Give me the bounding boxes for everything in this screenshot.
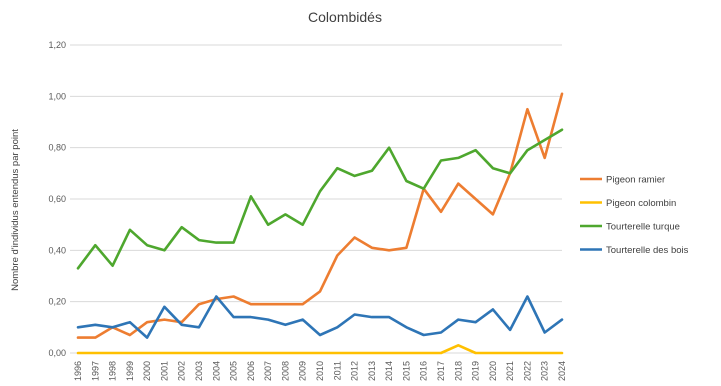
x-tick-label: 2016 xyxy=(419,361,429,381)
x-tick-label: 2010 xyxy=(315,361,325,381)
x-tick-label: 1998 xyxy=(108,361,118,381)
x-tick-label: 2021 xyxy=(505,361,515,381)
x-tick-label: 1999 xyxy=(125,361,135,381)
legend-label: Tourterelle des bois xyxy=(606,245,689,256)
y-tick-label: 0,60 xyxy=(48,194,66,204)
x-tick-label: 2003 xyxy=(194,361,204,381)
x-tick-label: 2006 xyxy=(246,361,256,381)
legend-label: Pigeon colombin xyxy=(606,198,676,209)
x-tick-label: 1996 xyxy=(73,361,83,381)
series-line xyxy=(76,343,564,355)
x-tick-label: 2013 xyxy=(367,361,377,381)
y-tick-label: 0,40 xyxy=(48,245,66,255)
x-tick-label: 2022 xyxy=(522,361,532,381)
x-tick-label: 2009 xyxy=(298,361,308,381)
y-tick-label: 1,20 xyxy=(48,40,66,50)
x-tick-label: 2008 xyxy=(280,361,290,381)
x-tick-label: 1997 xyxy=(90,361,100,381)
y-tick-label: 0,20 xyxy=(48,297,66,307)
series-line xyxy=(76,295,564,339)
x-tick-label: 2005 xyxy=(229,361,239,381)
x-tick-label: 2019 xyxy=(471,361,481,381)
x-tick-label: 2014 xyxy=(384,361,394,381)
x-tick-label: 2017 xyxy=(436,361,446,381)
y-tick-labels: 0,00 0,20 0,40 0,60 0,80 1,00 1,20 xyxy=(48,40,66,358)
y-tick-label: 1,00 xyxy=(48,91,66,101)
series-line xyxy=(76,92,564,339)
x-tick-label: 2001 xyxy=(159,361,169,381)
series-line xyxy=(76,128,564,270)
x-tick-label: 2004 xyxy=(211,361,221,381)
grid-lines xyxy=(70,44,562,354)
x-tick-label: 2011 xyxy=(332,361,342,380)
x-tick-label: 2024 xyxy=(557,361,567,381)
legend-label: Pigeon ramier xyxy=(606,175,665,186)
series-lines xyxy=(76,92,564,355)
y-axis-label: Nombre d'individus entendus par point xyxy=(10,129,21,291)
y-tick-label: 0,00 xyxy=(48,348,66,358)
legend-label: Tourterelle turque xyxy=(606,222,680,233)
chart-title: Colombidés xyxy=(308,9,382,25)
x-tick-label: 2012 xyxy=(350,361,360,381)
x-tick-label: 2002 xyxy=(177,361,187,381)
x-tick-label: 2007 xyxy=(263,361,273,381)
x-tick-label: 2015 xyxy=(401,361,411,381)
x-tick-labels: 1996 1997 1998 1999 2000 2001 2002 2003 2004 2005… xyxy=(73,361,567,381)
x-tick-label: 2000 xyxy=(142,361,152,381)
x-tick-label: 2023 xyxy=(540,361,550,381)
legend: Pigeon ramier Pigeon colombin Tourterelle … xyxy=(580,175,689,256)
x-tick-label: 2020 xyxy=(488,361,498,381)
y-tick-label: 0,80 xyxy=(48,143,66,153)
x-tick-label: 2018 xyxy=(453,361,463,381)
